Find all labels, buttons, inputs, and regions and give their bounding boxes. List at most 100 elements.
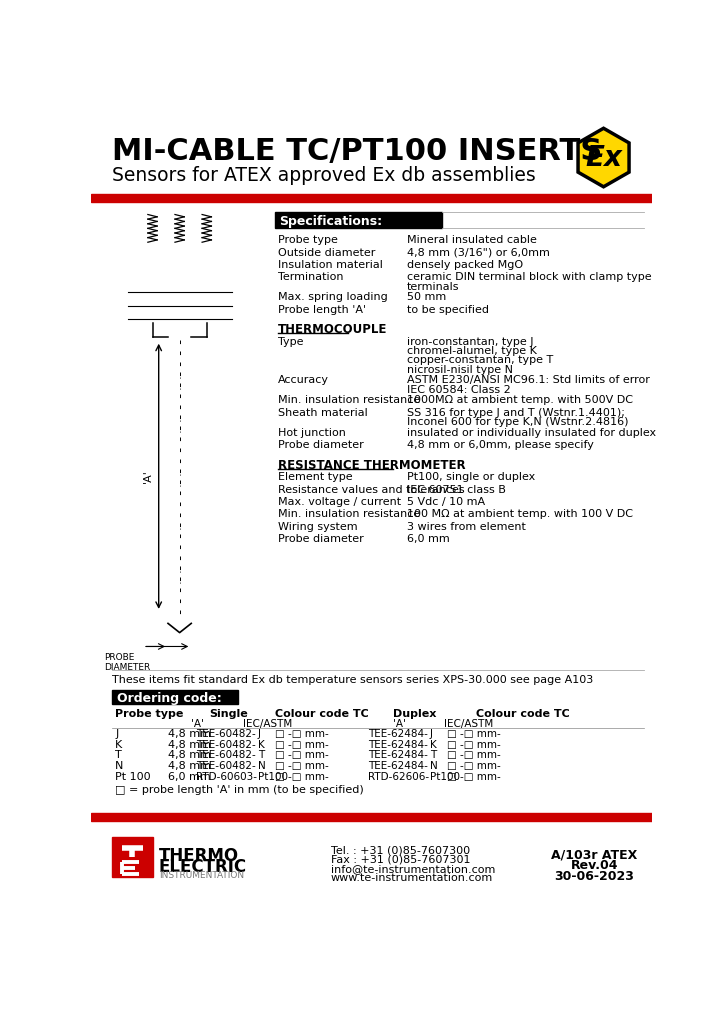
Text: RTD-60603-: RTD-60603-	[196, 772, 257, 782]
Text: to be specified: to be specified	[407, 304, 489, 314]
Text: Pt 100: Pt 100	[115, 772, 151, 782]
Text: K: K	[258, 739, 265, 750]
Text: Hot junction: Hot junction	[278, 428, 346, 438]
Text: ceramic DIN terminal block with clamp type: ceramic DIN terminal block with clamp ty…	[407, 272, 652, 283]
Text: Inconel 600 for type K,N (Wstnr.2.4816): Inconel 600 for type K,N (Wstnr.2.4816)	[407, 417, 628, 427]
Text: □ = probe length 'A' in mm (to be specified): □ = probe length 'A' in mm (to be specif…	[115, 785, 364, 795]
Text: Max. voltage / current: Max. voltage / current	[278, 497, 401, 507]
Text: Probe length 'A': Probe length 'A'	[278, 304, 366, 314]
Text: □ -□ mm-: □ -□ mm-	[275, 772, 329, 782]
Text: TEE-60482-: TEE-60482-	[196, 761, 256, 771]
Text: Max. spring loading: Max. spring loading	[278, 292, 388, 302]
Text: Colour code TC: Colour code TC	[274, 709, 369, 719]
Text: □ -□ mm-: □ -□ mm-	[447, 729, 501, 739]
Text: Wiring system: Wiring system	[278, 522, 358, 531]
Text: 30-06-2023: 30-06-2023	[555, 869, 634, 883]
Text: T: T	[430, 751, 436, 761]
Text: iron-constantan, type J: iron-constantan, type J	[407, 337, 533, 347]
Text: Colour code TC: Colour code TC	[476, 709, 570, 719]
Text: J: J	[258, 729, 261, 739]
Text: 3 wires from element: 3 wires from element	[407, 522, 526, 531]
Text: Outside diameter: Outside diameter	[278, 248, 376, 258]
Bar	[548, 839, 641, 887]
Text: SS 316 for type J and T (Wstnr.1.4401);: SS 316 for type J and T (Wstnr.1.4401);	[407, 408, 625, 418]
Text: □ -□ mm-: □ -□ mm-	[447, 739, 501, 750]
Bar	[127, 271, 232, 324]
Text: Accuracy: Accuracy	[278, 376, 329, 385]
Text: 'A': 'A'	[191, 719, 204, 729]
Text: copper-constantan, type T: copper-constantan, type T	[407, 355, 553, 366]
Text: Specifications:: Specifications:	[279, 214, 382, 227]
Bar	[112, 838, 153, 878]
Text: 5 Vdc / 10 mA: 5 Vdc / 10 mA	[407, 497, 485, 507]
Text: nicrosil-nisil type N: nicrosil-nisil type N	[407, 365, 513, 375]
Text: Ex: Ex	[585, 143, 622, 172]
Text: www.te-instrumentation.com: www.te-instrumentation.com	[331, 872, 493, 883]
Text: TEE-62484-: TEE-62484-	[368, 761, 428, 771]
Text: A/103r ATEX: A/103r ATEX	[551, 848, 637, 861]
Text: 4,8 mm or 6,0mm, please specify: 4,8 mm or 6,0mm, please specify	[407, 440, 594, 451]
Text: Termination: Termination	[278, 272, 344, 283]
Text: K: K	[430, 739, 437, 750]
Text: TEE-62484-: TEE-62484-	[368, 739, 428, 750]
Text: Pt100, single or duplex: Pt100, single or duplex	[407, 472, 535, 482]
Text: RTD-62606-: RTD-62606-	[368, 772, 429, 782]
Text: Probe type: Probe type	[278, 236, 338, 246]
Text: MI-CABLE TC/PT100 INSERTS: MI-CABLE TC/PT100 INSERTS	[112, 137, 602, 166]
Bar	[275, 212, 442, 227]
Text: 6,0 mm: 6,0 mm	[168, 772, 211, 782]
Text: Pt100: Pt100	[258, 772, 288, 782]
Text: Min. insulation resistance: Min. insulation resistance	[278, 509, 421, 519]
Text: 6,0 mm: 6,0 mm	[407, 535, 450, 544]
Text: Rev.04: Rev.04	[571, 859, 618, 872]
Text: N: N	[115, 761, 124, 771]
Text: THERMO: THERMO	[159, 847, 239, 864]
Text: Resistance values and tolerances: Resistance values and tolerances	[278, 484, 465, 495]
Text: insulated or individually insulated for duplex: insulated or individually insulated for …	[407, 428, 656, 438]
Text: □ -□ mm-: □ -□ mm-	[275, 751, 329, 761]
Text: PROBE
DIAMETER: PROBE DIAMETER	[104, 652, 151, 672]
Text: □ -□ mm-: □ -□ mm-	[447, 751, 501, 761]
Text: terminals: terminals	[407, 282, 459, 292]
Text: □ -□ mm-: □ -□ mm-	[275, 739, 329, 750]
Text: TEE-60482-: TEE-60482-	[196, 739, 256, 750]
Text: Probe diameter: Probe diameter	[278, 440, 363, 451]
Text: Tel. : +31 (0)85-7607300: Tel. : +31 (0)85-7607300	[331, 845, 470, 855]
Text: N: N	[430, 761, 438, 771]
Text: 4,8 mm: 4,8 mm	[168, 729, 211, 739]
Bar	[90, 194, 652, 202]
Polygon shape	[578, 128, 629, 186]
Text: TEE-60482-: TEE-60482-	[196, 751, 256, 761]
Text: Fax : +31 (0)85-7607301: Fax : +31 (0)85-7607301	[331, 854, 471, 864]
Text: Type: Type	[278, 337, 303, 347]
Text: Insulation material: Insulation material	[278, 260, 383, 270]
Text: T: T	[115, 751, 122, 761]
Text: Sheath material: Sheath material	[278, 408, 368, 418]
Text: Min. insulation resistance: Min. insulation resistance	[278, 395, 421, 406]
Bar	[112, 690, 237, 705]
Text: These items fit standard Ex db temperature sensors series XPS-30.000 see page A1: These items fit standard Ex db temperatu…	[112, 675, 594, 685]
Bar	[133, 265, 226, 271]
Text: TEE-62484-: TEE-62484-	[368, 729, 428, 739]
Text: THERMOCOUPLE: THERMOCOUPLE	[278, 324, 387, 336]
Text: Probe diameter: Probe diameter	[278, 535, 363, 544]
Text: 50 mm: 50 mm	[407, 292, 446, 302]
Text: 4,8 mm: 4,8 mm	[168, 739, 211, 750]
Text: 4,8 mm: 4,8 mm	[168, 761, 211, 771]
Text: Sensors for ATEX approved Ex db assemblies: Sensors for ATEX approved Ex db assembli…	[112, 166, 536, 185]
Text: Mineral insulated cable: Mineral insulated cable	[407, 236, 536, 246]
Text: TEE-60482-: TEE-60482-	[196, 729, 256, 739]
Text: RESISTANCE THERMOMETER: RESISTANCE THERMOMETER	[278, 459, 466, 472]
Bar	[168, 337, 191, 624]
Text: J: J	[430, 729, 433, 739]
Text: 'A': 'A'	[392, 719, 405, 729]
Text: □ -□ mm-: □ -□ mm-	[447, 772, 501, 782]
Text: Single: Single	[209, 709, 248, 719]
Text: Probe type: Probe type	[115, 709, 184, 719]
Text: 1000MΩ at ambient temp. with 500V DC: 1000MΩ at ambient temp. with 500V DC	[407, 395, 633, 406]
Text: T: T	[258, 751, 264, 761]
Text: □ -□ mm-: □ -□ mm-	[447, 761, 501, 771]
Text: IEC/ASTM: IEC/ASTM	[444, 719, 493, 729]
Text: densely packed MgO: densely packed MgO	[407, 260, 523, 270]
Text: info@te-instrumentation.com: info@te-instrumentation.com	[331, 863, 495, 873]
